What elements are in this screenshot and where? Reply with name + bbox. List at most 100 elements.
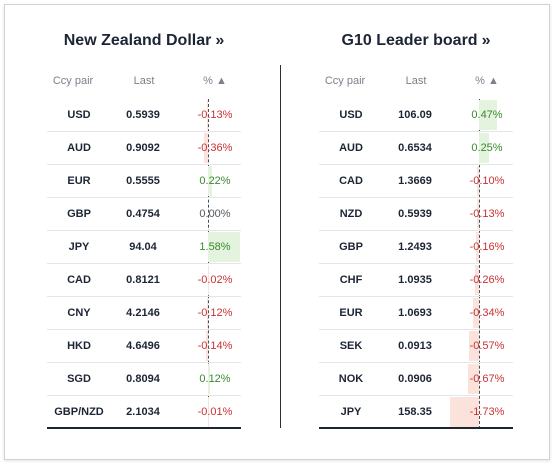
ccy-pair-cell: EUR: [67, 175, 91, 187]
table-bottom-rule: [47, 427, 241, 429]
change-bar: [479, 133, 489, 163]
change-bar: [208, 166, 213, 196]
pct-change-cell: -0.16%: [469, 241, 505, 253]
ccy-pair-cell: HKD: [67, 340, 91, 352]
pct-change-cell: -0.36%: [197, 142, 233, 154]
pct-change-cell: -0.02%: [197, 274, 233, 286]
table-header: Ccy pair Last % ▲: [47, 72, 241, 92]
change-bar: [473, 298, 479, 328]
pct-change-cell: -0.14%: [197, 340, 233, 352]
last-price-cell: 0.5939: [126, 109, 160, 121]
ccy-pair-cell: GBP/NZD: [54, 406, 104, 418]
table-row[interactable]: EUR 1.0693 -0.34%: [319, 297, 513, 330]
table-row[interactable]: USD 106.09 0.47%: [319, 99, 513, 132]
nzd-rows: USD 0.5939 -0.13% AUD 0.9092 -0.36% EUR 0.5555 0…: [47, 99, 241, 429]
table-row[interactable]: SGD 0.8094 0.12%: [47, 363, 241, 396]
double-chevron-right-icon: »: [481, 32, 491, 49]
panel-divider: [280, 65, 281, 428]
ccy-pair-cell: CNY: [67, 307, 91, 319]
last-price-cell: 4.2146: [126, 307, 160, 319]
widget-frame: New Zealand Dollar» Ccy pair Last % ▲ US…: [4, 4, 550, 460]
ccy-pair-cell: AUD: [67, 142, 91, 154]
ccy-pair-cell: USD: [339, 109, 363, 121]
table-row[interactable]: JPY 158.35 -1.73%: [319, 396, 513, 429]
last-price-cell: 0.8094: [126, 373, 160, 385]
last-price-cell: 106.09: [398, 109, 432, 121]
change-bar: [206, 298, 208, 328]
double-chevron-right-icon: »: [215, 32, 225, 49]
pct-change-cell: 1.58%: [199, 241, 231, 253]
zero-axis-line: [479, 99, 480, 429]
last-price-cell: 4.6496: [126, 340, 160, 352]
zero-axis-line: [208, 99, 209, 429]
table-row[interactable]: JPY 94.04 1.58%: [47, 231, 241, 264]
change-bar: [449, 397, 479, 427]
last-price-cell: 0.0906: [398, 373, 432, 385]
last-price-cell: 1.0693: [398, 307, 432, 319]
table-row[interactable]: USD 0.5939 -0.13%: [47, 99, 241, 132]
table-row[interactable]: EUR 0.5555 0.22%: [47, 165, 241, 198]
nzd-panel-title-link[interactable]: New Zealand Dollar»: [24, 32, 264, 56]
pct-change-cell: -1.73%: [469, 406, 505, 418]
ccy-pair-cell: GBP: [339, 241, 363, 253]
last-price-cell: 0.4754: [126, 208, 160, 220]
change-bar: [204, 133, 208, 163]
ccy-pair-cell: NOK: [338, 373, 364, 385]
header-pct-sort[interactable]: % ▲: [203, 75, 227, 87]
ccy-pair-cell: SGD: [67, 373, 91, 385]
table-row[interactable]: HKD 4.6496 -0.14%: [47, 330, 241, 363]
last-price-cell: 0.8121: [126, 274, 160, 286]
pct-change-cell: -0.13%: [197, 109, 233, 121]
change-bar: [208, 364, 211, 394]
change-bar: [467, 364, 479, 394]
pct-change-cell: 0.25%: [471, 142, 503, 154]
pct-change-cell: 0.22%: [199, 175, 231, 187]
ccy-pair-cell: CAD: [339, 175, 363, 187]
pct-change-cell: -0.67%: [469, 373, 505, 385]
panel-title: New Zealand Dollar: [63, 32, 212, 49]
header-last: Last: [405, 75, 427, 87]
last-price-cell: 158.35: [398, 406, 432, 418]
g10-rows: USD 106.09 0.47% AUD 0.6534 0.25% CAD 1.3669 -0.…: [319, 99, 513, 429]
pct-change-cell: 0.47%: [471, 109, 503, 121]
table-row[interactable]: AUD 0.9092 -0.36%: [47, 132, 241, 165]
ccy-pair-cell: CHF: [339, 274, 363, 286]
pct-change-cell: -0.12%: [197, 307, 233, 319]
last-price-cell: 94.04: [129, 241, 157, 253]
ccy-pair-cell: SEK: [339, 340, 363, 352]
change-bar: [476, 232, 479, 262]
last-price-cell: 2.1034: [126, 406, 160, 418]
header-ccy-pair: Ccy pair: [52, 75, 94, 87]
change-bar: [479, 100, 497, 130]
table-row[interactable]: GBP/NZD 2.1034 -0.01%: [47, 396, 241, 429]
table-row[interactable]: NOK 0.0906 -0.67%: [319, 363, 513, 396]
table-row[interactable]: CHF 1.0935 -0.26%: [319, 264, 513, 297]
pct-change-cell: -0.10%: [469, 175, 505, 187]
table-row[interactable]: NZD 0.5939 -0.13%: [319, 198, 513, 231]
pct-change-cell: -0.01%: [197, 406, 233, 418]
table-row[interactable]: CAD 1.3669 -0.10%: [319, 165, 513, 198]
table-row[interactable]: GBP 1.2493 -0.16%: [319, 231, 513, 264]
panel-title: G10 Leader board: [341, 32, 478, 49]
ccy-pair-cell: CAD: [67, 274, 91, 286]
pct-change-cell: -0.13%: [469, 208, 505, 220]
change-bar: [477, 166, 479, 196]
table-row[interactable]: GBP 0.4754 0.00%: [47, 198, 241, 231]
ccy-pair-cell: EUR: [339, 307, 363, 319]
table-row[interactable]: CNY 4.2146 -0.12%: [47, 297, 241, 330]
header-pct-sort[interactable]: % ▲: [475, 75, 499, 87]
change-bar: [206, 331, 208, 361]
ccy-pair-cell: JPY: [340, 406, 362, 418]
table-row[interactable]: CAD 0.8121 -0.02%: [47, 264, 241, 297]
g10-panel-title-link[interactable]: G10 Leader board»: [296, 32, 536, 56]
change-bar: [208, 232, 240, 262]
pct-change-cell: 0.12%: [199, 373, 231, 385]
pct-change-cell: -0.57%: [469, 340, 505, 352]
last-price-cell: 0.9092: [126, 142, 160, 154]
last-price-cell: 0.6534: [398, 142, 432, 154]
header-last: Last: [133, 75, 155, 87]
pct-change-cell: 0.00%: [199, 208, 231, 220]
table-header: Ccy pair Last % ▲: [319, 72, 513, 92]
table-row[interactable]: SEK 0.0913 -0.57%: [319, 330, 513, 363]
table-row[interactable]: AUD 0.6534 0.25%: [319, 132, 513, 165]
